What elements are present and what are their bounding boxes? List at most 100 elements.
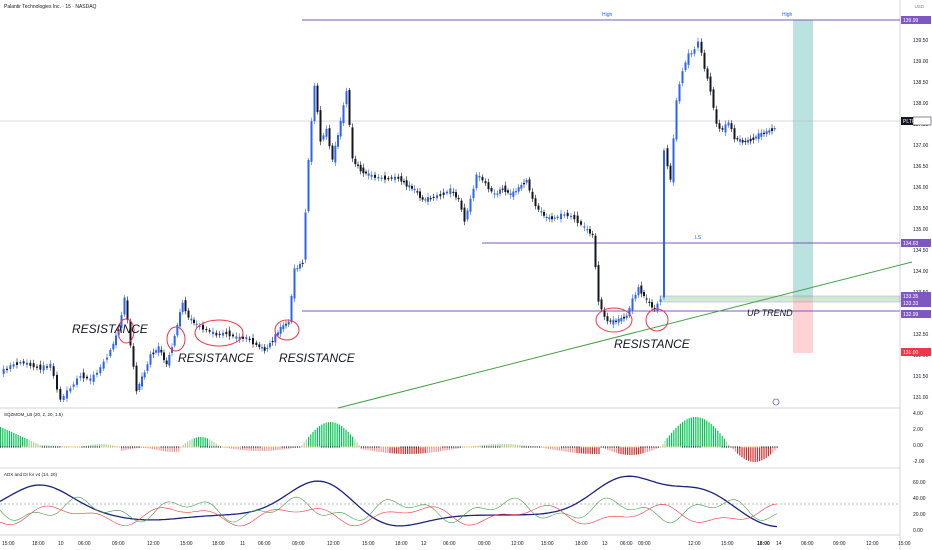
squeeze-dot bbox=[633, 446, 635, 448]
squeeze-bar bbox=[195, 437, 197, 447]
resistance-text-4[interactable]: RESISTANCE bbox=[614, 337, 691, 351]
high-label-right[interactable]: High bbox=[782, 12, 793, 18]
candle-body bbox=[12, 364, 15, 367]
squeeze-bar bbox=[503, 444, 505, 447]
resistance-circle-6[interactable] bbox=[645, 308, 669, 332]
candle-body bbox=[499, 189, 501, 194]
squeeze-axis: 4.00 2.00 0.00 -2.00 bbox=[913, 411, 925, 465]
candle-body bbox=[721, 128, 724, 130]
squeeze-dot bbox=[651, 446, 653, 448]
squeeze-bar bbox=[690, 417, 692, 447]
resistance-circle-3[interactable] bbox=[194, 319, 244, 347]
resistance-text-2[interactable]: RESISTANCE bbox=[178, 351, 255, 365]
high-label-left[interactable]: High bbox=[602, 12, 613, 18]
candle-body bbox=[342, 105, 345, 124]
candle-body bbox=[566, 212, 569, 217]
squeeze-bar bbox=[125, 447, 127, 451]
squeeze-dot bbox=[732, 446, 734, 448]
resistance-text-1[interactable]: RESISTANCE bbox=[72, 322, 149, 336]
squeeze-bar bbox=[167, 447, 169, 452]
adx-indicator-label[interactable]: ADX and DI for v4 (14, 20) bbox=[4, 472, 58, 477]
di-minus-line[interactable] bbox=[0, 503, 778, 527]
ls-label[interactable]: LS bbox=[695, 235, 702, 241]
price-axis[interactable]: 139.50139.00138.50138.00137.50137.00136.… bbox=[913, 38, 929, 401]
squeeze-bar bbox=[644, 447, 646, 453]
squeeze-dot bbox=[704, 446, 705, 448]
di-plus-line[interactable] bbox=[0, 496, 778, 524]
squeeze-bar bbox=[310, 434, 312, 447]
time-tick-label: 09:00 bbox=[833, 541, 846, 547]
squeeze-dot bbox=[35, 446, 37, 448]
squeeze-bar bbox=[387, 447, 389, 453]
squeeze-dot bbox=[627, 446, 628, 448]
squeeze-bar bbox=[765, 447, 767, 458]
squeeze-bar bbox=[671, 432, 673, 447]
target-zone[interactable] bbox=[793, 20, 813, 298]
candle-body bbox=[452, 191, 455, 193]
candle-body bbox=[106, 357, 108, 360]
squeeze-bar bbox=[380, 447, 382, 453]
squeeze-dot bbox=[297, 446, 298, 448]
squeeze-bar bbox=[99, 444, 101, 447]
candle-body bbox=[597, 265, 600, 302]
stop-zone[interactable] bbox=[793, 298, 813, 353]
squeeze-dot bbox=[28, 446, 30, 448]
squeeze-dot bbox=[455, 446, 457, 448]
squeeze-bar bbox=[508, 444, 510, 447]
squeeze-dot bbox=[44, 446, 45, 448]
squeeze-bar bbox=[710, 424, 712, 447]
squeeze-bar bbox=[607, 447, 609, 450]
candle-body bbox=[442, 192, 445, 195]
candle-body bbox=[26, 362, 28, 365]
squeeze-dot bbox=[136, 446, 138, 448]
squeeze-bar bbox=[525, 445, 527, 447]
adx-line[interactable] bbox=[0, 475, 778, 528]
squeeze-bar bbox=[715, 428, 717, 447]
squeeze-dot bbox=[657, 446, 659, 448]
symbol-title[interactable]: Palantir Technologies Inc. · 15 · NASDAQ bbox=[4, 4, 97, 10]
squeeze-dot bbox=[444, 446, 446, 448]
squeeze-dot bbox=[396, 446, 397, 448]
squeeze-bar bbox=[704, 419, 706, 447]
candle-body bbox=[242, 336, 244, 339]
squeeze-dot bbox=[569, 446, 571, 448]
squeeze-dot bbox=[239, 446, 241, 448]
squeeze-dot bbox=[605, 446, 606, 448]
candlestick-series[interactable] bbox=[2, 37, 776, 402]
squeeze-bar bbox=[44, 445, 46, 447]
squeeze-dot bbox=[310, 446, 312, 448]
breakout-zone[interactable] bbox=[659, 295, 901, 303]
squeeze-momentum-histogram[interactable] bbox=[0, 417, 778, 462]
squeeze-dot bbox=[737, 446, 738, 448]
candle-body bbox=[709, 76, 712, 92]
candle-body bbox=[152, 352, 155, 355]
squeeze-bar bbox=[616, 447, 618, 453]
time-axis[interactable]: 15:00 18:00 10 06:00 09:00 12:00 15:00 18:00 11 0… bbox=[2, 541, 911, 547]
squeeze-dot bbox=[33, 446, 34, 448]
resistance-circle-1[interactable] bbox=[117, 318, 135, 344]
candle-body bbox=[570, 215, 572, 218]
squeeze-dot bbox=[217, 446, 219, 448]
time-tick-label: 12 bbox=[421, 541, 427, 547]
squeeze-indicator-label[interactable]: SQZMOM_LB (20, 2, 20, 1.5) bbox=[4, 412, 63, 417]
candle-body bbox=[184, 300, 187, 312]
resistance-circle-5[interactable] bbox=[595, 307, 633, 333]
candle-body bbox=[419, 191, 421, 198]
resistance-circle-2[interactable] bbox=[166, 326, 186, 352]
resistance-circle-4[interactable] bbox=[274, 319, 300, 341]
squeeze-bar bbox=[743, 447, 745, 459]
squeeze-dot bbox=[6, 446, 8, 448]
squeeze-dot bbox=[422, 446, 424, 448]
squeeze-bar bbox=[132, 447, 134, 449]
up-trend-text[interactable]: UP TREND bbox=[747, 308, 793, 318]
candle-body bbox=[548, 217, 551, 220]
resistance-text-3[interactable]: RESISTANCE bbox=[279, 351, 356, 365]
candle-body bbox=[195, 323, 198, 325]
event-marker-icon[interactable] bbox=[772, 398, 780, 406]
squeeze-bar bbox=[187, 441, 189, 447]
squeeze-dot bbox=[246, 446, 248, 448]
candle-body bbox=[313, 85, 316, 122]
squeeze-dot bbox=[490, 446, 492, 448]
uptrend-line[interactable] bbox=[337, 261, 913, 409]
